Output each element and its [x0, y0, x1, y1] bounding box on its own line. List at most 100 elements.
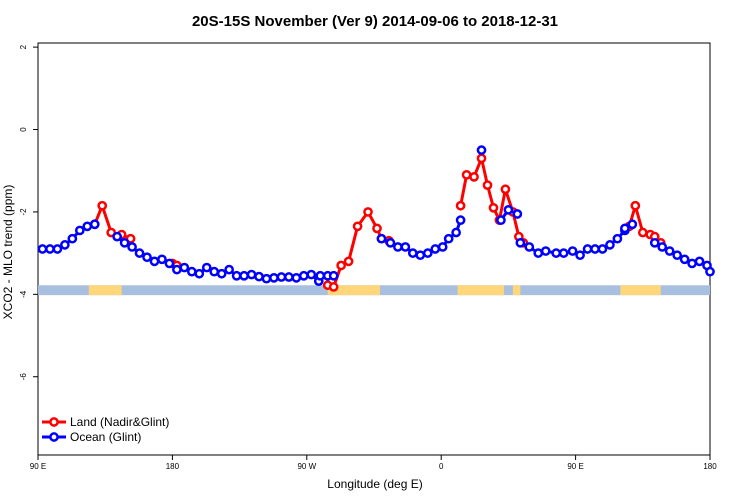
ocean-point: [157, 254, 167, 265]
ocean-point: [567, 246, 578, 256]
land-point: [343, 256, 354, 267]
ocean-point: [627, 219, 638, 230]
x-axis-label: Longitude (deg E): [327, 477, 422, 491]
ocean-point: [74, 225, 85, 236]
land-point: [455, 200, 466, 211]
ocean-point: [261, 273, 272, 284]
ocean-point: [194, 268, 205, 279]
ocean-point: [376, 233, 387, 244]
ocean-point: [476, 145, 487, 155]
x-tick-label: 90 W: [297, 462, 316, 471]
ocean-point: [415, 250, 426, 261]
ocean-point: [89, 219, 100, 230]
land-point: [363, 207, 373, 217]
y-axis: 2 0 -2 -4 -6: [19, 44, 38, 380]
land-point: [328, 282, 339, 292]
y-axis-label: XCO2 - MLO trend (ppm): [1, 185, 15, 320]
ocean-point: [496, 215, 506, 226]
ocean-point: [224, 264, 234, 275]
ocean-point: [172, 264, 182, 275]
ocean-point: [276, 272, 287, 282]
ocean-point: [60, 240, 70, 250]
land-point: [352, 221, 363, 232]
y-tick-label: 0: [19, 127, 28, 132]
ocean-point: [142, 252, 152, 263]
land-point: [476, 153, 487, 164]
ocean-point: [209, 266, 220, 277]
ocean-point: [216, 268, 227, 279]
legend-land-label: Land (Nadir&Glint): [70, 415, 169, 429]
land-point: [336, 260, 346, 271]
ocean-point: [400, 242, 411, 252]
land-point: [637, 227, 648, 238]
land-point: [500, 184, 511, 195]
legend-ocean-marker: [49, 432, 59, 442]
ocean-point: [246, 269, 257, 280]
land-mask-patch: [457, 285, 504, 296]
ocean-point: [422, 248, 433, 258]
ocean-point: [315, 270, 326, 281]
ocean-point: [451, 227, 461, 238]
ocean-point: [582, 244, 593, 254]
ocean-point: [687, 258, 697, 269]
series-layer: [37, 145, 715, 292]
x-axis: 90 E 180 90 W 0 90 E 180: [30, 455, 717, 471]
ocean-point: [231, 270, 242, 281]
ocean-point: [524, 242, 535, 252]
land-mask-patch: [512, 285, 521, 296]
ocean-point: [385, 237, 396, 248]
y-tick-label: -6: [19, 373, 28, 381]
ocean-point: [298, 270, 309, 281]
ocean-point: [407, 248, 418, 258]
ocean-point: [112, 231, 122, 242]
ocean-point: [45, 244, 55, 254]
ocean-point: [664, 246, 675, 256]
land-point: [461, 169, 472, 180]
chart-title: 20S-15S November (Ver 9) 2014-09-06 to 2…: [192, 13, 558, 30]
ocean-point: [67, 233, 78, 244]
ocean-point: [269, 272, 279, 283]
ocean-point: [82, 221, 93, 232]
land-series-line: [459, 156, 525, 244]
ocean-point: [37, 244, 48, 254]
ocean-point: [443, 233, 454, 244]
ocean-point: [612, 233, 623, 244]
ocean-point: [605, 240, 615, 250]
ocean-point: [558, 248, 569, 258]
ocean-point: [254, 271, 264, 282]
legend: Land (Nadir&Glint) Ocean (Glint): [42, 415, 169, 444]
x-tick-label: 90 E: [30, 462, 46, 471]
ocean-point: [455, 215, 466, 226]
ocean-point: [186, 266, 197, 277]
ocean-point: [705, 266, 715, 277]
y-tick-label: -2: [19, 208, 28, 216]
ocean-point: [328, 270, 339, 281]
ocean-point: [512, 209, 523, 219]
legend-land-marker: [49, 417, 59, 427]
ocean-point: [694, 256, 705, 267]
ocean-point: [540, 246, 551, 256]
land-point: [469, 172, 479, 182]
x-tick-label: 180: [703, 462, 717, 471]
ocean-point: [437, 242, 448, 252]
ocean-point: [649, 237, 660, 248]
land-mask-patch: [88, 285, 122, 296]
land-mask-patch: [620, 285, 661, 296]
ocean-point: [393, 242, 403, 252]
ocean-point: [284, 272, 294, 282]
land-point: [488, 202, 499, 213]
ocean-point: [672, 250, 682, 261]
land-point: [630, 200, 641, 211]
ocean-point: [164, 258, 175, 269]
ocean-point: [291, 272, 302, 283]
ocean-point: [657, 242, 668, 252]
ocean-point: [590, 244, 600, 254]
ocean-point: [430, 244, 441, 254]
ocean-point: [127, 242, 137, 252]
ocean-point: [179, 262, 190, 273]
ocean-point: [551, 248, 562, 258]
ocean-point: [52, 244, 63, 254]
ocean-point: [201, 262, 212, 273]
ocean-point: [306, 269, 317, 280]
